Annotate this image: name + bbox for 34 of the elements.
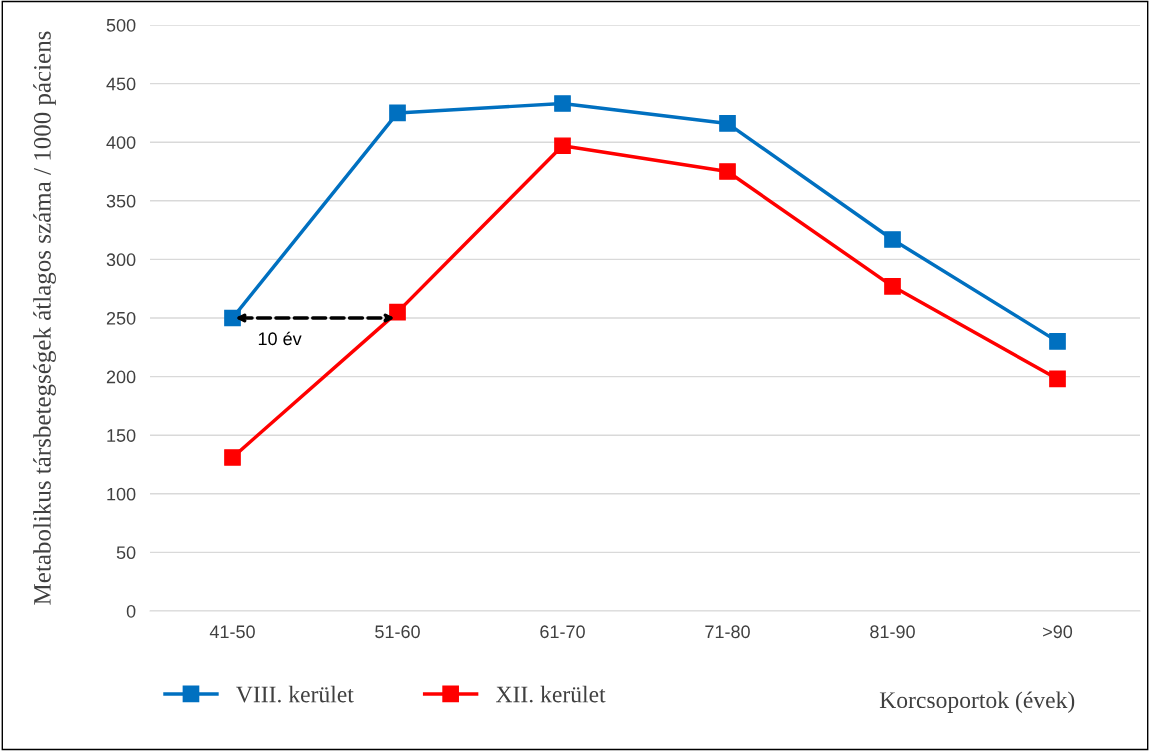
point [884,231,901,248]
point [224,309,241,327]
y-tick-label: 500 [106,18,136,32]
y-tick-label: 150 [107,429,136,442]
annotation: 10 év [258,331,302,346]
point [224,449,241,466]
point [554,137,571,155]
point [1049,333,1066,350]
point [389,303,406,321]
point [884,278,901,295]
y-tick-label: 100 [107,487,136,501]
x-tick-label: 81-90 [870,625,915,639]
point [389,104,406,122]
x-tick-label: 61-70 [540,625,585,639]
point [719,163,736,180]
y-tick-label: 300 [106,253,136,267]
legend-label: VIII. kerület [236,685,354,703]
y-tick-label: 0 [126,604,136,618]
x-tick-label: 71-80 [705,625,750,639]
y-axis-title: Metabolikus társbetegségek átlagos száma / 1000 páciens [33,31,56,605]
y-tick-label: 400 [106,136,136,149]
y-tick-label: 200 [106,370,136,384]
point [1049,370,1066,388]
y-tick-label: 350 [106,194,136,208]
point [719,115,736,132]
y-tick-label: 250 [106,311,136,325]
y-tick-label: 450 [106,77,136,91]
y-tick-label: 50 [116,546,136,560]
x-tick-label: 41-50 [209,625,255,639]
x-tick-label: >90 [1043,625,1073,639]
x-axis-title: Korcsoportok (évek) [879,691,1075,713]
x-tick-label: 51-60 [375,625,420,639]
legend-label: XII. kerület [496,685,606,703]
point [554,95,571,112]
